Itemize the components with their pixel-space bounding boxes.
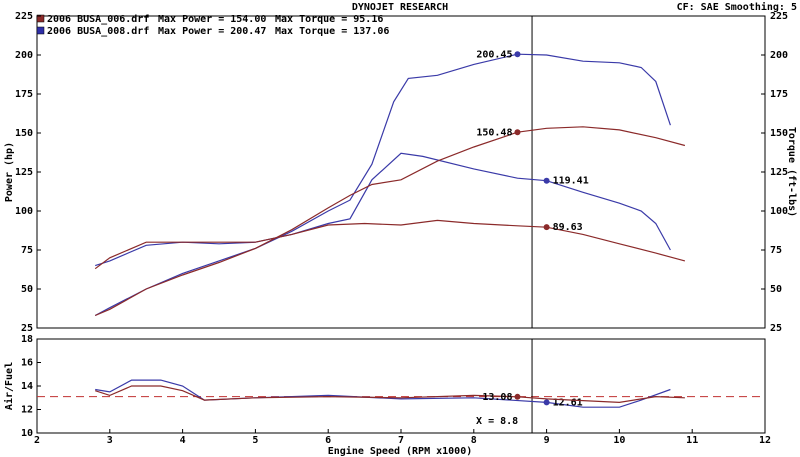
y2-tick-label: 125: [770, 167, 788, 178]
cursor-marker: [543, 177, 550, 184]
cursor-marker: [514, 129, 521, 136]
y-tick-label: 18: [21, 334, 33, 345]
y2-tick-label: 25: [770, 323, 782, 334]
data-line: [94, 219, 686, 270]
y2-tick-label: 200: [770, 50, 788, 61]
legend-max-torque: Max Torque = 137.06: [275, 26, 389, 37]
legend-max-power: Max Power = 200.47: [158, 26, 266, 37]
data-line: [95, 385, 685, 404]
x-tick-label: 10: [613, 435, 625, 446]
cursor-marker: [514, 51, 521, 58]
y-tick-label: 125: [15, 167, 33, 178]
y2-axis-label: Torque (ft-lbs): [786, 127, 797, 217]
legend-max-power: Max Power = 154.00: [158, 14, 266, 25]
y-tick-label: 50: [21, 284, 33, 295]
y2-tick-label: 75: [770, 245, 782, 256]
power-plot-area: [36, 15, 766, 329]
y2-tick-label: 175: [770, 89, 788, 100]
y2-tick-label: 100: [770, 206, 788, 217]
data-line: [94, 126, 686, 317]
legend-swatch: [36, 14, 45, 23]
x-axis-label: Engine Speed (RPM x1000): [328, 445, 473, 457]
cursor-marker: [514, 393, 521, 400]
y-tick-label: 100: [15, 206, 33, 217]
cursor-value-label: 12.61: [553, 397, 583, 408]
y-tick-label: 25: [21, 323, 33, 334]
legend-max-torque: Max Torque = 95.16: [275, 14, 383, 25]
x-tick-label: 3: [107, 435, 113, 446]
chart-subtitle: CF: SAE Smoothing: 5: [677, 1, 797, 13]
legend-name: 2006 BUSA_008.drf: [47, 26, 149, 37]
y-tick-label: 150: [15, 128, 33, 139]
cursor-value-label: 119.41: [553, 176, 589, 187]
cursor-marker: [543, 224, 550, 231]
x-tick-label: 4: [180, 435, 186, 446]
y-tick-label: 175: [15, 89, 33, 100]
y-tick-label: 16: [21, 358, 33, 369]
x-tick-label: 7: [398, 435, 404, 446]
chart-title: DYNOJET RESEARCH: [352, 2, 448, 13]
y-tick-label: 10: [21, 428, 33, 439]
cursor-value-label: 13.08: [482, 392, 512, 403]
cursor-label: X = 8.8: [476, 416, 518, 427]
x-tick-label: 8: [471, 435, 477, 446]
legend-swatch: [36, 26, 45, 35]
afr-axis-label: Air/Fuel: [3, 362, 15, 410]
y2-tick-label: 50: [770, 284, 782, 295]
x-tick-label: 2: [34, 435, 40, 446]
y-tick-label: 12: [21, 405, 33, 416]
y-tick-label: 75: [21, 245, 33, 256]
x-tick-label: 9: [544, 435, 550, 446]
y-axis-label: Power (hp): [4, 142, 15, 202]
y-tick-label: 200: [15, 50, 33, 61]
y-tick-label: 225: [15, 11, 33, 22]
data-line: [94, 53, 671, 317]
cursor-value-label: 200.45: [476, 49, 512, 60]
y-tick-label: 14: [21, 381, 33, 392]
x-tick-label: 5: [252, 435, 258, 446]
legend-name: 2006 BUSA_006.drf: [47, 14, 149, 25]
y2-tick-label: 150: [770, 128, 788, 139]
cursor-value-label: 89.63: [553, 222, 583, 233]
data-line: [95, 379, 671, 408]
x-tick-label: 6: [325, 435, 331, 446]
cursor-value-label: 150.48: [476, 127, 512, 138]
cursor-marker: [543, 399, 550, 406]
x-tick-label: 12: [759, 435, 771, 446]
x-tick-label: 11: [686, 435, 698, 446]
y2-tick-label: 225: [770, 11, 788, 22]
